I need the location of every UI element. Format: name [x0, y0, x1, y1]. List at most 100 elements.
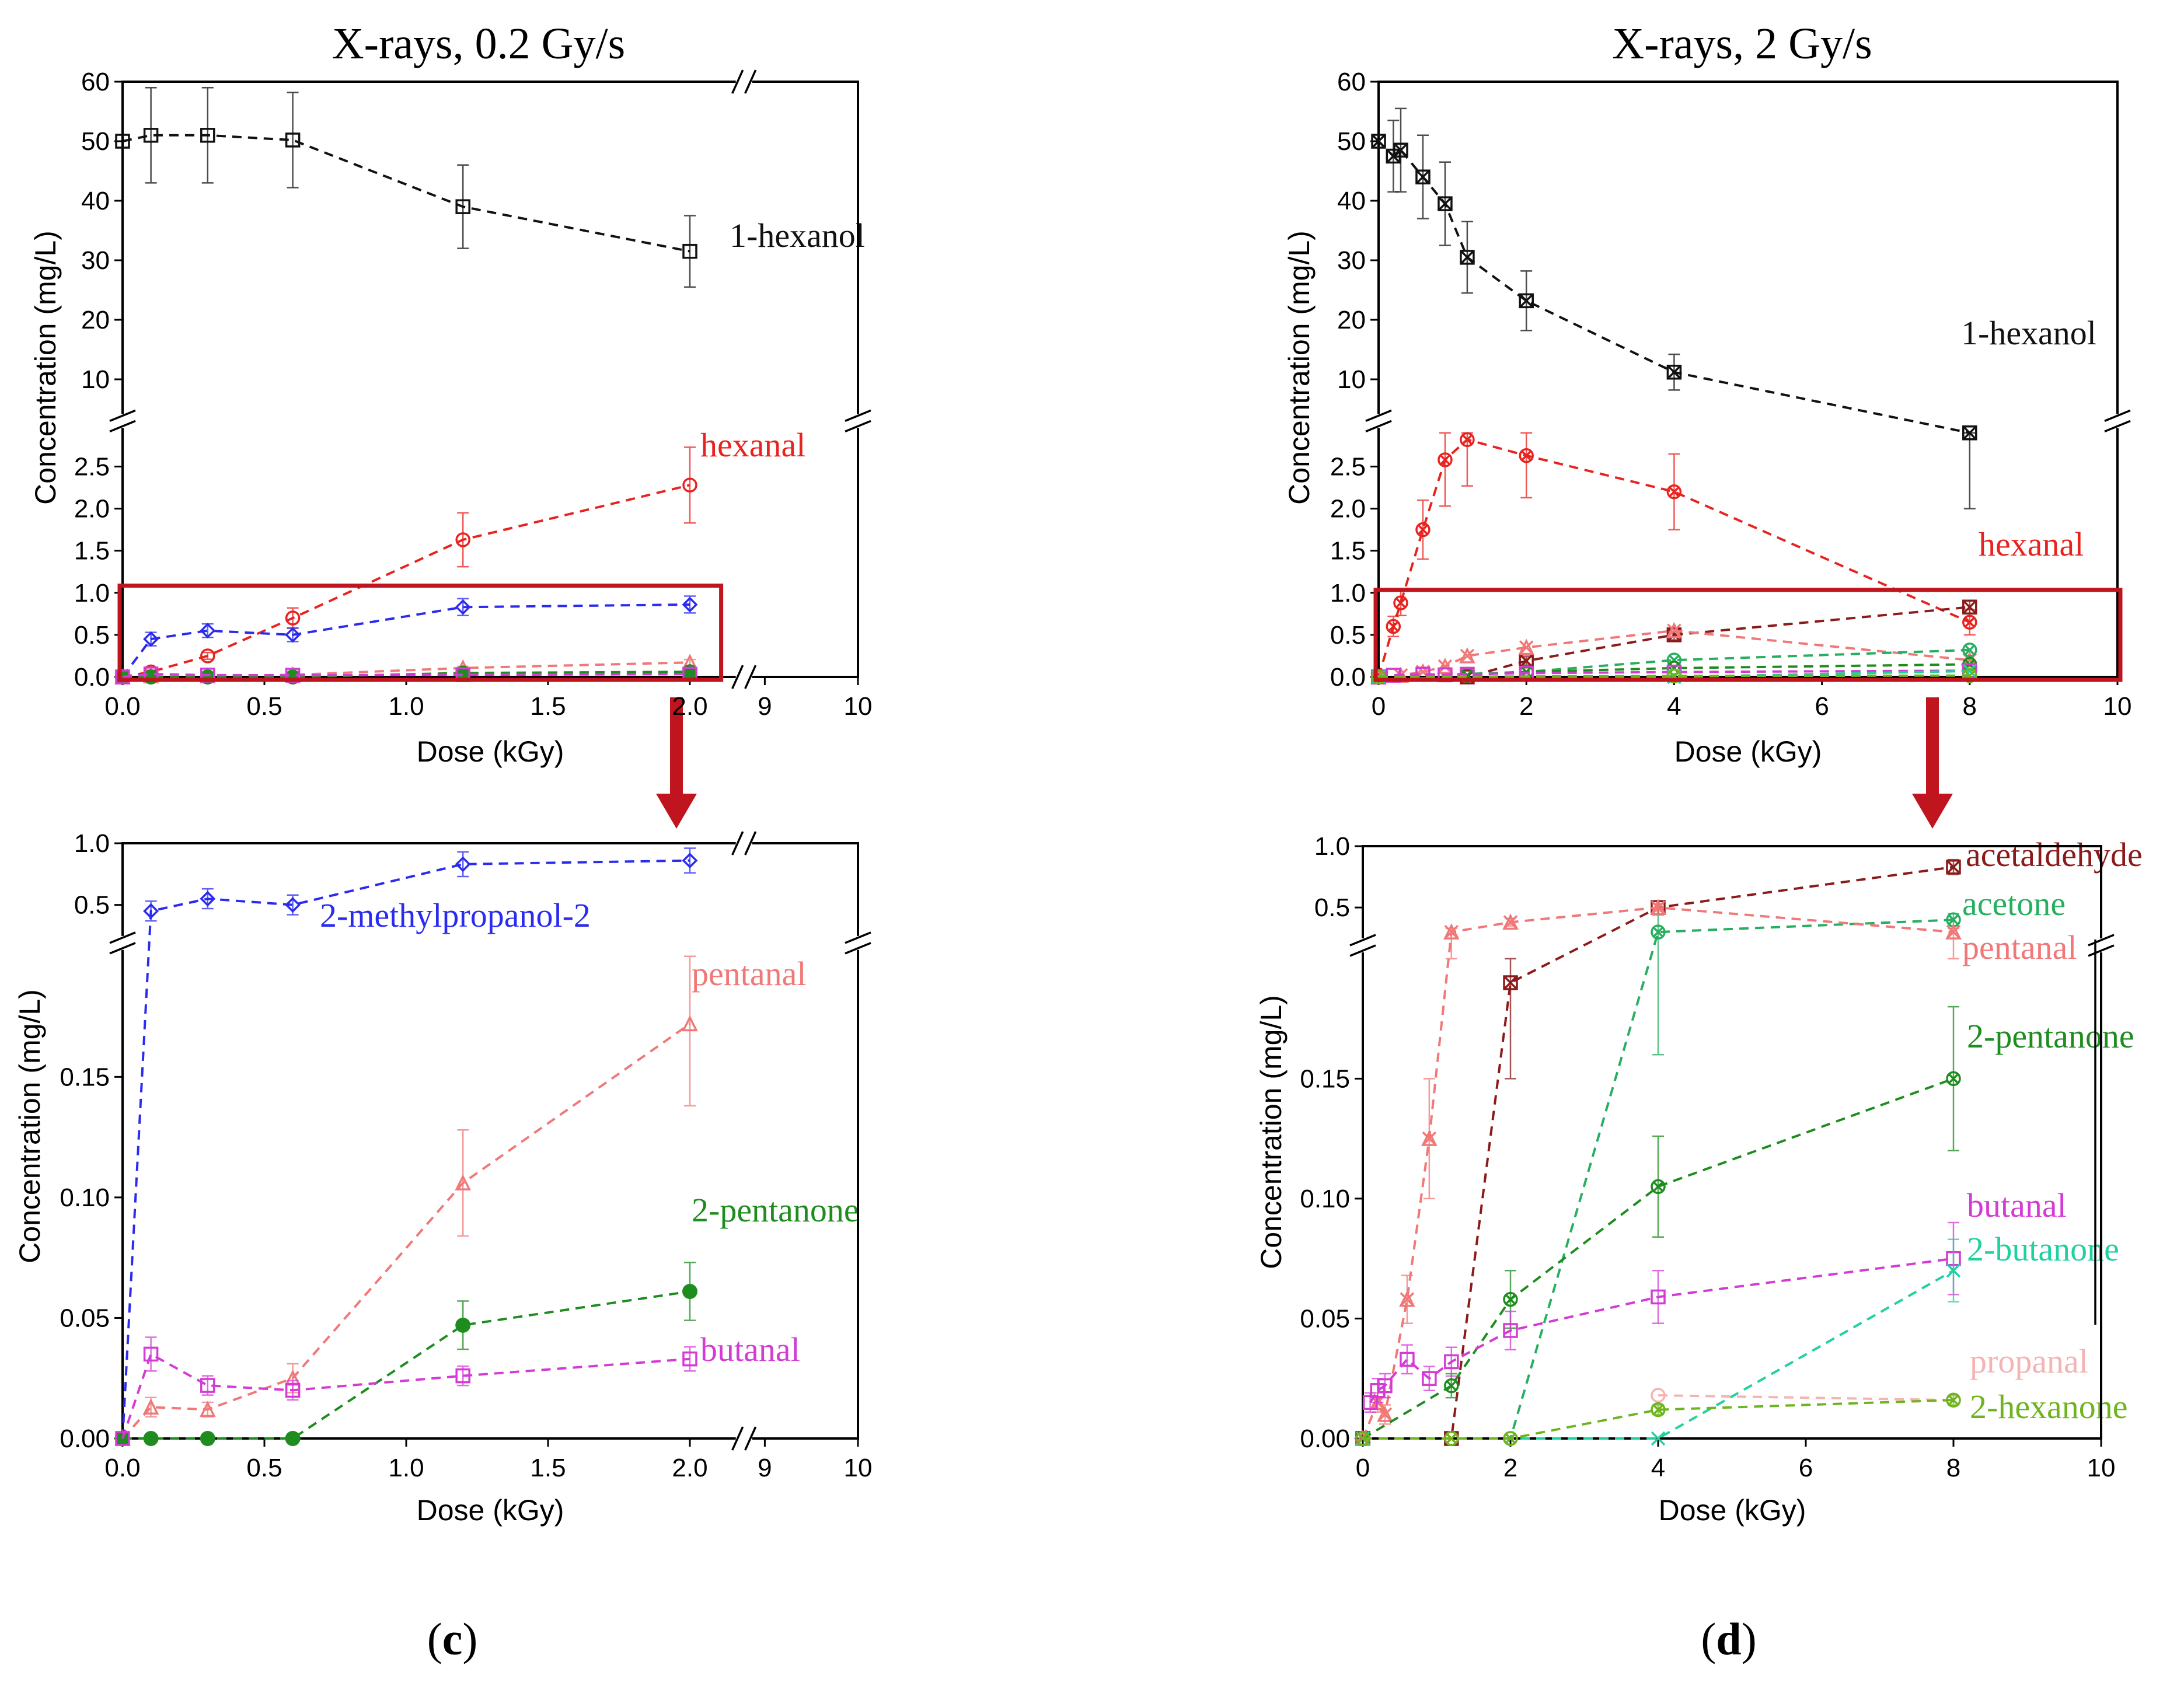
c-top-ytick-label: 1.5 — [74, 537, 110, 565]
c-bottom-point-pentanal — [142, 1398, 159, 1415]
d-top-point-hexanal — [1460, 432, 1475, 448]
c-bottom-errbar-2-methylpropanol-2 — [457, 851, 469, 878]
d-top-point-hexanal — [1415, 522, 1431, 537]
d-top-errbar-1-hexanol — [1963, 432, 1976, 509]
c-bottom-ylabel: Concentration (mg/L) — [13, 989, 46, 1263]
d-top-ytick-label: 50 — [1337, 127, 1366, 156]
d-top-ytick-label: 2.5 — [1330, 452, 1366, 481]
c-top-point-2-methylpropanol-2 — [200, 623, 216, 639]
arrow-d — [1912, 697, 1953, 829]
d-bottom-point-pentanal — [1421, 1130, 1438, 1146]
d-top-ytick-label: 10 — [1337, 365, 1366, 394]
c-bottom-ytick-label: 0.05 — [60, 1304, 110, 1332]
label-c-top-hexanal: hexanal — [700, 426, 805, 464]
d-bottom-point-butanal — [1400, 1352, 1415, 1367]
c-top-point-hexanal — [682, 477, 697, 493]
d-top-ytick-label: 2.0 — [1330, 495, 1366, 523]
d-top-point-acetaldehyde — [1962, 599, 1977, 615]
c-bottom-point-butanal — [285, 1382, 301, 1398]
d-top-line-pentanal — [1378, 629, 1970, 678]
label-d-bottom-acetaldehyde: acetaldehyde — [1966, 836, 2143, 874]
d-top-ytick-label: 40 — [1337, 187, 1366, 215]
c-bottom-point-2-pentanone — [143, 1431, 159, 1446]
label-d-bottom-butanone: 2-butanone — [1967, 1230, 2119, 1268]
d-top-errbar-hexanal — [1439, 432, 1451, 507]
c-top-ytick-label: 20 — [81, 306, 110, 334]
label-c-bottom-pentanone: 2-pentanone — [692, 1191, 859, 1229]
c-top-point-2-methylpropanol-2 — [285, 627, 301, 643]
d-top-axes: 0 2 4 6 8 10 10 20 30 40 50 60 0.0 0.5 1.0 1.5 2.0 2.5 — [1330, 68, 2132, 721]
d-bottom-point-2-butanone — [1651, 1431, 1666, 1446]
d-top-ytick-label: 0.0 — [1330, 663, 1366, 692]
d-top-point-1-hexanol — [1438, 196, 1453, 211]
c-top-plot: 0.0 0.5 1.0 1.5 2.0 9 10 10 20 30 40 50 60 0.0 0.5 1.0 1… — [74, 68, 873, 721]
d-top-ybreak-mark-0 — [1365, 409, 1392, 433]
c-bottom-ytick-label: 0.10 — [60, 1183, 110, 1212]
c-bottom-point-butanal — [455, 1368, 470, 1384]
c-top-errbar-hexanal — [201, 651, 214, 660]
d-bottom-series-2-pentanone — [1355, 1005, 1961, 1446]
c-bottom-point-butanal — [143, 1346, 159, 1362]
c-top-xtick-label: 1.5 — [530, 692, 566, 721]
c-bottom-ybreak-mark-0 — [109, 931, 136, 955]
d-top-ytick-label: 30 — [1337, 246, 1366, 275]
d-bottom-errbar-butanal — [1445, 1346, 1457, 1377]
c-bottom-point-2-pentanone — [285, 1431, 301, 1446]
d-bottom-point-pentanal — [1377, 1405, 1393, 1422]
c-bottom-series-2-methylpropanol-2 — [114, 847, 698, 1447]
arrow-c — [656, 697, 697, 829]
d-bottom-errbar-butanal — [1505, 1310, 1516, 1351]
label-d-top-hexanol: 1-hexanol — [1961, 314, 2096, 352]
d-bottom-xtick-label: 6 — [1799, 1454, 1813, 1482]
c-top-errbar-1-hexanol — [287, 92, 299, 188]
label-d-bottom-propanal: propanal — [1970, 1342, 2088, 1380]
d-top-xtick-label: 10 — [2103, 692, 2132, 721]
c-top-ytick-label: 50 — [81, 127, 110, 156]
d-top-ytick-label: 60 — [1337, 68, 1366, 96]
d-bottom-point-2-pentanone — [1444, 1378, 1459, 1394]
d-bottom-point-pentanal — [1945, 923, 1962, 940]
d-bottom-ytick-label: 0.05 — [1300, 1304, 1350, 1333]
c-top-line-1-hexanol — [122, 134, 690, 253]
d-top-point-hexanal — [1666, 484, 1682, 500]
c-bottom-point-butanal — [115, 1431, 130, 1446]
c-top-point-2-methylpropanol-2 — [143, 631, 159, 647]
d-bottom-point-2-pentanone — [1503, 1291, 1518, 1307]
c-top-xbreak-mark-0 — [731, 665, 757, 689]
d-bottom-point-2-hexanone — [1503, 1431, 1518, 1446]
c-bottom-point-2-methylpropanol-2 — [455, 856, 471, 872]
d-top-ylabel: Concentration (mg/L) — [1283, 231, 1316, 505]
caption-d-open: ( — [1701, 1614, 1716, 1664]
d-bottom-ybreak-mark-0 — [1349, 934, 1376, 957]
c-bottom-series-2-pentanone — [115, 1262, 697, 1446]
c-bottom-xtick-label: 0.0 — [104, 1454, 140, 1482]
d-bottom-point-butanal — [1422, 1371, 1437, 1386]
d-top-point-hexanal — [1393, 595, 1408, 610]
c-top-point-2-methylpropanol-2 — [455, 599, 471, 615]
d-top-xtick-label: 4 — [1667, 692, 1681, 721]
d-bottom-point-propanal — [1651, 1388, 1666, 1403]
c-bottom-point-2-methylpropanol-2 — [285, 897, 301, 913]
c-top-xtick-label: 0.5 — [246, 692, 282, 721]
caption-c-open: ( — [427, 1614, 442, 1664]
d-bottom-point-pentanal — [1399, 1290, 1415, 1307]
c-top-ytick-label: 0.0 — [74, 663, 110, 692]
c-bottom-xtick-label: 0.5 — [246, 1454, 282, 1482]
d-bottom-point-acetone — [1946, 912, 1961, 927]
c-top-point-hexanal — [285, 610, 301, 626]
c-bottom-ybreak-mark-1 — [845, 931, 871, 955]
c-bottom-plot: 0.0 0.5 1.0 1.5 2.0 9 10 0.5 1.0 0.00 0.05 0.10 0.15 — [60, 829, 872, 1482]
label-d-bottom-pentanal: pentanal — [1962, 928, 2077, 966]
c-top-series-butanal — [115, 666, 697, 685]
d-bottom-axes: 0 2 4 6 8 10 0.5 1.0 0.00 0.05 0.10 0.15 — [1300, 832, 2115, 1482]
c-top-errbar-1-hexanol — [684, 215, 696, 288]
d-top-point-1-hexanol — [1415, 169, 1431, 184]
d-top-point-pentanal — [1437, 658, 1453, 674]
d-top-point-1-hexanol — [1460, 250, 1475, 265]
d-bottom-ytick-label: 0.00 — [1300, 1424, 1350, 1453]
label-c-top-hexanol: 1-hexanol — [730, 217, 865, 254]
d-bottom-xtick-label: 2 — [1503, 1454, 1517, 1482]
d-top-xtick-label: 2 — [1519, 692, 1533, 721]
c-top-ytick-label: 1.0 — [74, 579, 110, 607]
c-top-errbar-hexanal — [684, 446, 696, 524]
